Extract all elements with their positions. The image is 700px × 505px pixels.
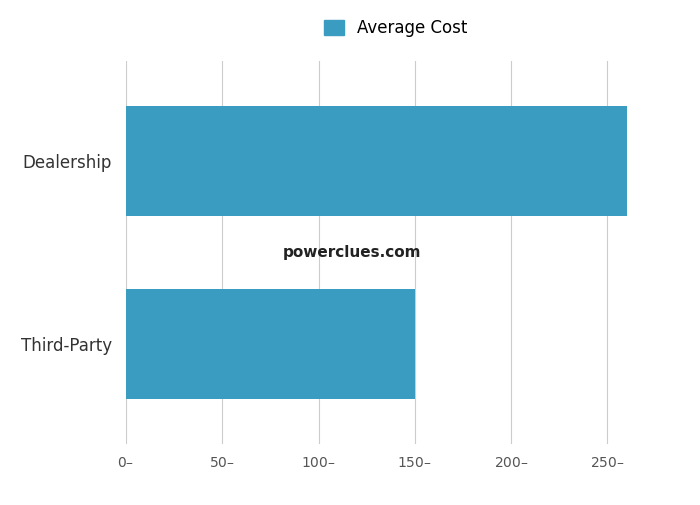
Bar — [126, 106, 626, 216]
Legend: Average Cost: Average Cost — [323, 19, 468, 37]
Text: powerclues.com: powerclues.com — [283, 245, 421, 260]
Bar — [126, 289, 414, 399]
